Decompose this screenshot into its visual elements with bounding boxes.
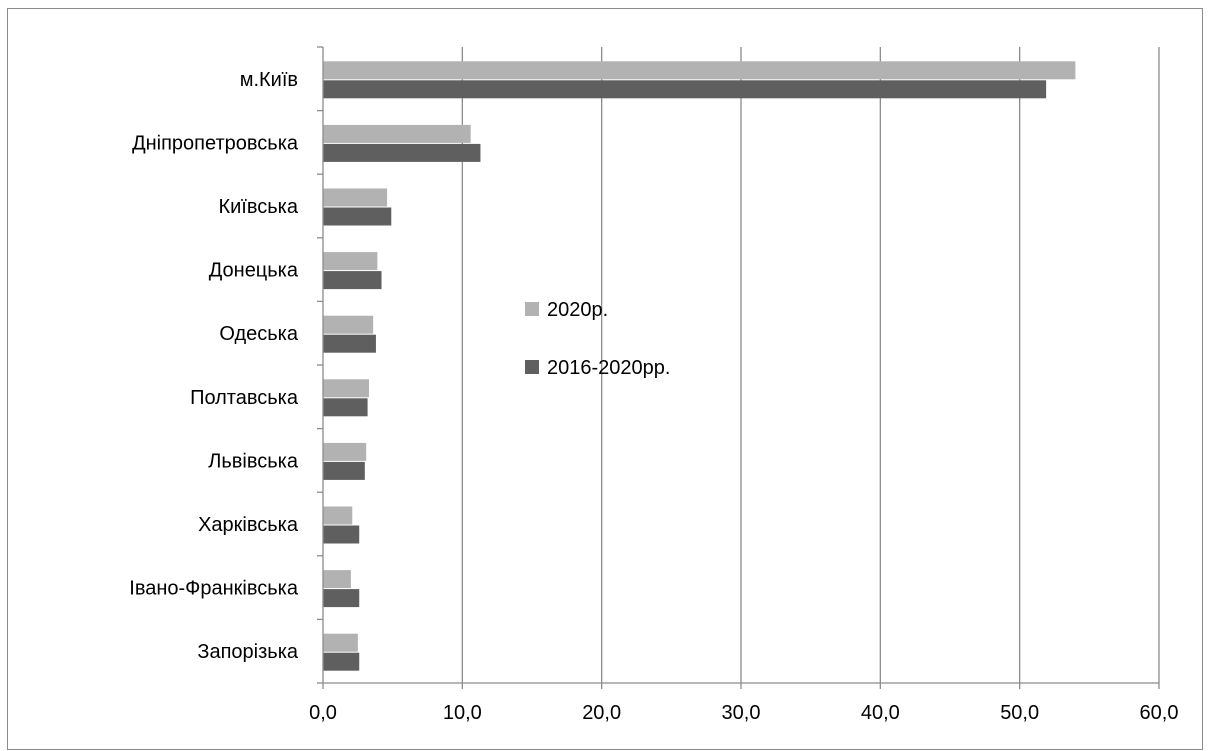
bar-series-b-7 [323, 525, 360, 544]
category-label: Харківська [198, 514, 299, 536]
x-tick-label: 10,0 [443, 702, 482, 724]
bar-series-a-8 [323, 570, 351, 589]
labels: 0,0 10,0 20,0 30,0 40,0 50,0 60,0 м.Київ Дніпроп… [129, 69, 1178, 724]
chart-frame [7, 8, 1203, 750]
bar-series-b-2 [323, 207, 392, 226]
bar-series-b-1 [323, 143, 481, 162]
category-label: Київська [218, 196, 298, 218]
bar-series-a-9 [323, 633, 358, 652]
bar-series-b-5 [323, 398, 368, 417]
x-tick-label: 60,0 [1140, 702, 1179, 724]
bar-series-b-0 [323, 80, 1047, 99]
bar-series-b-3 [323, 271, 382, 290]
bars [323, 61, 1076, 671]
category-label: Запорізька [197, 641, 299, 663]
x-tick-label: 20,0 [582, 702, 621, 724]
bar-series-b-8 [323, 589, 360, 608]
bar-series-b-6 [323, 461, 365, 480]
x-tick-label: 50,0 [1000, 702, 1039, 724]
axes [317, 46, 1160, 689]
bar-series-a-2 [323, 188, 388, 207]
legend-swatch-1 [525, 360, 539, 374]
x-tick-label: 0,0 [309, 702, 337, 724]
legend-label-1: 2016-2020рр. [547, 357, 670, 379]
category-label: Полтавська [190, 387, 299, 409]
category-label: м.Київ [240, 69, 298, 91]
category-label: Донецька [209, 260, 299, 282]
category-label: Одеська [219, 323, 299, 345]
bar-series-a-5 [323, 379, 369, 398]
bar-series-a-4 [323, 315, 374, 334]
bar-series-a-7 [323, 506, 353, 525]
legend-swatch-0 [525, 302, 539, 316]
legend: 2020р. 2016-2020рр. [525, 299, 670, 379]
x-tick-label: 30,0 [722, 702, 761, 724]
bar-series-a-0 [323, 61, 1076, 80]
category-label: Івано-Франківська [129, 578, 299, 600]
legend-label-0: 2020р. [547, 299, 608, 321]
category-label: Львівська [208, 450, 299, 472]
bar-series-b-4 [323, 334, 376, 353]
bar-series-b-9 [323, 652, 360, 671]
bar-series-a-6 [323, 442, 367, 461]
bar-series-a-1 [323, 124, 471, 143]
x-tick-label: 40,0 [861, 702, 900, 724]
category-label: Дніпропетровська [132, 132, 299, 154]
bar-series-a-3 [323, 252, 378, 271]
